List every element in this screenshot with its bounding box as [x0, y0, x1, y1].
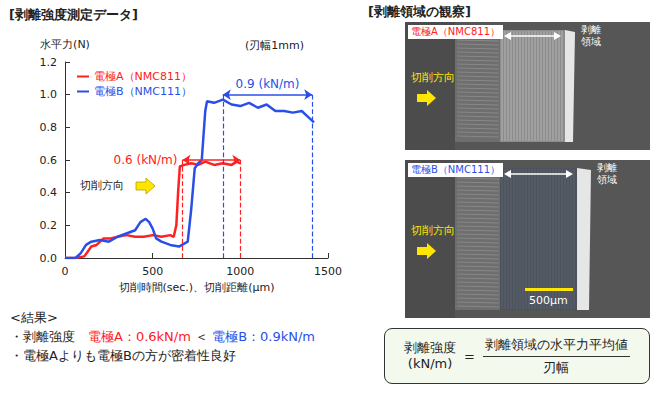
html-text:<結果>: <結果>	[10, 310, 58, 325]
html-text:(kN/m): (kN/m)	[407, 356, 453, 371]
html-text:剥離強度: 剥離強度	[404, 340, 456, 355]
svg-text:0.4: 0.4	[40, 186, 58, 199]
html-text:切削方向: 切削方向	[411, 71, 455, 84]
svg-text:切削方向: 切削方向	[80, 179, 124, 192]
svg-text:0.0: 0.0	[40, 252, 58, 265]
svg-text:0.2: 0.2	[40, 219, 58, 232]
html-text:剥離領域: 剥離領域	[597, 162, 617, 185]
html-text:500μm: 500μm	[529, 294, 568, 307]
svg-text:1500: 1500	[314, 265, 342, 278]
svg-text:[剥離強度測定データ]: [剥離強度測定データ]	[9, 7, 138, 22]
html-text:・電極Aよりも電極Bの方が密着性良好: ・電極Aよりも電極Bの方が密着性良好	[10, 348, 236, 363]
html-text:刃幅: 刃幅	[543, 359, 570, 375]
svg-text:0.6: 0.6	[40, 154, 58, 167]
svg-text:切削時間(sec.)、切削距離(μm): 切削時間(sec.)、切削距離(μm)	[119, 281, 275, 294]
svg-text:1.0: 1.0	[40, 88, 58, 101]
svg-text:0.9 (kN/m): 0.9 (kN/m)	[236, 77, 300, 91]
svg-text:電極A（NMC811）: 電極A（NMC811）	[94, 70, 192, 83]
html-text:電極B（NMC111）: 電極B（NMC111）	[411, 164, 500, 175]
html-text:[剥離領域の観察]: [剥離領域の観察]	[368, 4, 471, 19]
svg-text:0.6 (kN/m): 0.6 (kN/m)	[114, 153, 178, 167]
html-text:剥離領域の水平力平均値: 剥離領域の水平力平均値	[485, 336, 628, 352]
svg-text:500: 500	[142, 265, 163, 278]
svg-text:0.8: 0.8	[40, 121, 58, 134]
svg-text:1.2: 1.2	[40, 56, 58, 69]
svg-text:1000: 1000	[226, 265, 254, 278]
svg-text:(刃幅1mm): (刃幅1mm)	[245, 39, 304, 52]
svg-text:水平力(N): 水平力(N)	[40, 38, 90, 51]
html-text:電極A（NMC811）: 電極A（NMC811）	[411, 26, 500, 37]
html-text:・剥離強度電極A：0.6kN/m＜電極B：0.9kN/m: ・剥離強度電極A：0.6kN/m＜電極B：0.9kN/m	[10, 329, 315, 344]
svg-text:電極B（NMC111）: 電極B（NMC111）	[94, 85, 192, 98]
html-text:切削方向: 切削方向	[411, 224, 455, 237]
html-text:剥離領域: 剥離領域	[581, 24, 601, 47]
svg-text:0: 0	[62, 265, 69, 278]
